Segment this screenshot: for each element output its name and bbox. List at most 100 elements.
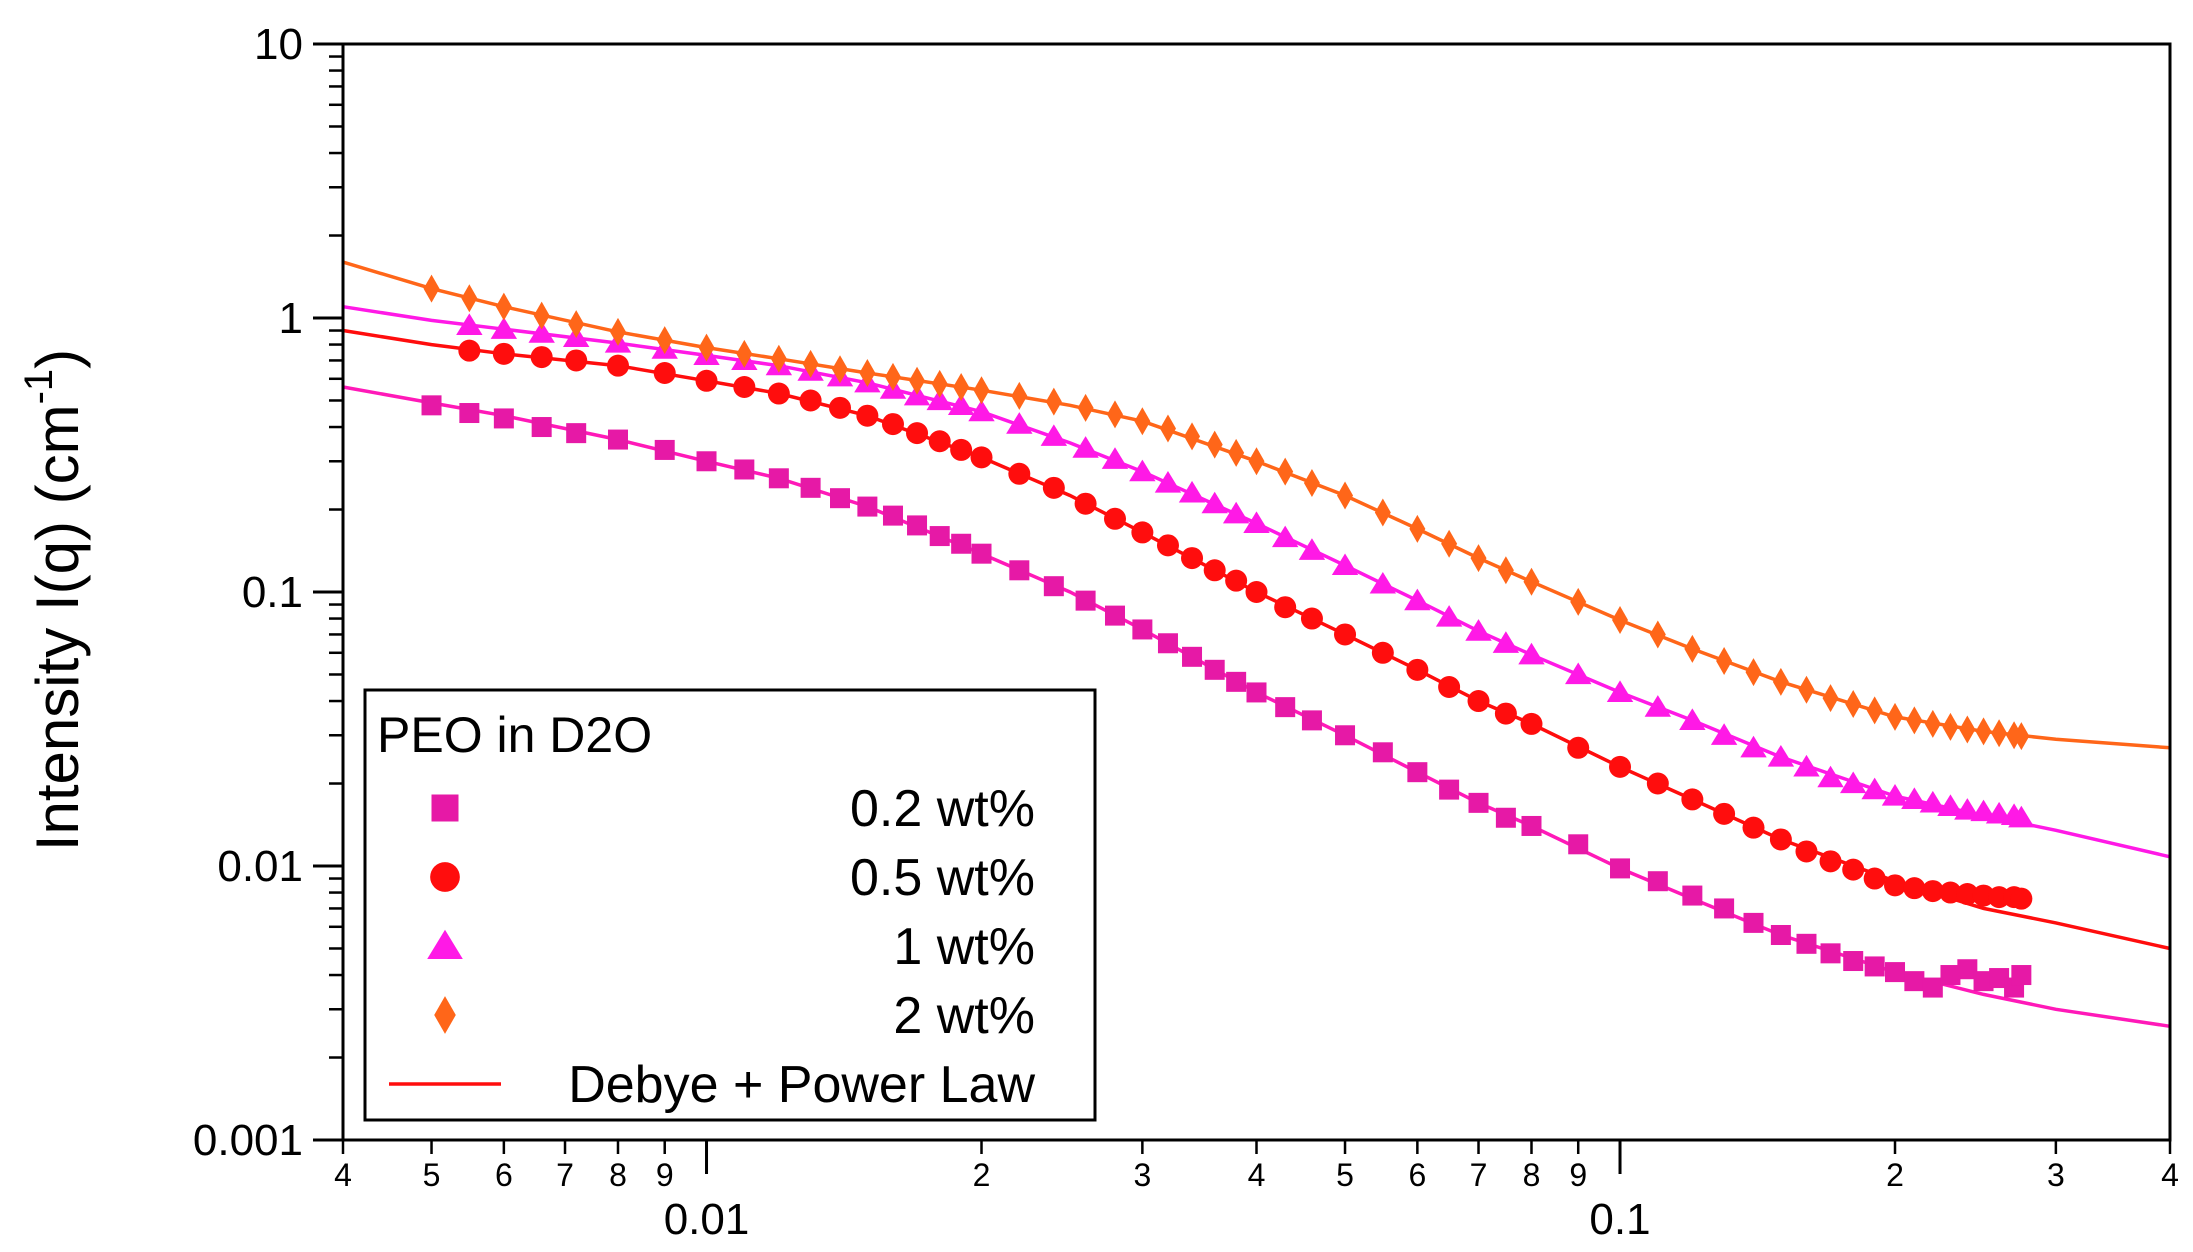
point-series-0-5 (607, 429, 628, 450)
point-series-3-40 (1684, 634, 1701, 663)
point-series-0-34 (1468, 792, 1489, 813)
y-major-tick-label-2: 0.1 (242, 568, 303, 617)
point-series-3-47 (1866, 696, 1883, 725)
point-series-0-1 (459, 403, 480, 424)
point-series-3-48 (1887, 702, 1904, 731)
x-minor-tick-label-5: 9 (656, 1157, 674, 1193)
point-series-2-0 (456, 313, 483, 335)
x-minor-tick-label-13: 9 (1569, 1157, 1587, 1193)
point-series-3-18 (1011, 381, 1028, 410)
point-series-3-0 (423, 274, 440, 303)
point-series-0-2 (493, 408, 514, 429)
point-series-2-46 (1861, 777, 1888, 800)
point-series-0-16 (951, 533, 972, 554)
point-series-2-21 (1129, 459, 1156, 482)
point-series-0-20 (1075, 590, 1096, 611)
point-series-1-6 (695, 369, 718, 392)
point-series-3-43 (1772, 667, 1789, 696)
point-series-0-35 (1495, 807, 1516, 828)
point-series-0-23 (1157, 633, 1178, 654)
point-series-2-50 (1937, 794, 1964, 817)
point-series-2-33 (1465, 619, 1492, 641)
point-series-1-38 (1646, 772, 1669, 795)
point-series-3-42 (1745, 658, 1762, 687)
point-series-2-39 (1679, 708, 1706, 730)
point-series-0-6 (654, 439, 675, 460)
point-series-0-11 (830, 488, 851, 509)
point-series-2-25 (1222, 501, 1250, 524)
point-series-2-20 (1101, 447, 1129, 469)
point-series-3-46 (1845, 690, 1862, 719)
point-series-2-51 (1954, 798, 1981, 820)
point-series-0-17 (971, 543, 992, 564)
x-minor-tick-label-10: 6 (1408, 1157, 1426, 1193)
point-series-1-3 (565, 349, 588, 372)
point-series-1-36 (1567, 736, 1590, 759)
point-series-3-45 (1822, 684, 1839, 713)
point-series-3-36 (1523, 567, 1540, 596)
point-series-3-4 (568, 310, 585, 339)
point-series-3-7 (698, 333, 715, 362)
legend-marker-0 (431, 794, 459, 822)
point-series-1-26 (1245, 581, 1268, 603)
point-series-0-14 (907, 515, 928, 536)
point-series-1-43 (1795, 840, 1818, 863)
point-series-0-31 (1372, 742, 1393, 763)
point-series-3-51 (1942, 712, 1959, 741)
point-series-2-45 (1840, 771, 1867, 794)
point-series-1-50 (1939, 881, 1962, 904)
y-axis-ticks: 0.001 0.01 0.1 1 10 (193, 20, 343, 1165)
point-series-0-19 (1043, 576, 1064, 597)
point-series-0-4 (566, 423, 587, 444)
point-series-0-41 (1714, 898, 1735, 919)
point-series-0-22 (1132, 619, 1153, 640)
point-series-1-12 (881, 413, 904, 436)
point-series-3-1 (461, 284, 478, 313)
point-series-0-46 (1843, 951, 1864, 972)
point-series-3-6 (656, 326, 673, 355)
point-series-3-32 (1409, 514, 1426, 543)
point-series-2-40 (1710, 723, 1738, 745)
point-series-0-9 (768, 468, 789, 489)
x-axis-ticks: 4 5 6 7 8 9 2 3 4 5 6 7 8 9 2 3 40.01 0.1 (334, 1140, 2179, 1244)
point-series-3-22 (1134, 407, 1151, 436)
data-markers (421, 274, 2035, 998)
point-series-0-3 (531, 417, 552, 438)
point-series-0-28 (1275, 697, 1296, 718)
point-series-3-28 (1277, 457, 1294, 486)
point-series-1-27 (1274, 596, 1297, 619)
point-series-2-31 (1404, 588, 1431, 611)
point-series-2-49 (1919, 790, 1947, 813)
point-series-1-10 (829, 396, 852, 419)
point-series-0-26 (1226, 671, 1247, 692)
point-series-1-45 (1842, 858, 1865, 881)
point-series-1-51 (1956, 883, 1979, 906)
point-series-3-8 (736, 339, 753, 368)
point-series-3-15 (931, 369, 948, 398)
point-series-1-35 (1520, 712, 1543, 735)
point-series-2-24 (1201, 491, 1228, 514)
point-series-0-42 (1743, 912, 1764, 933)
point-series-2-52 (1970, 799, 1997, 822)
point-series-2-41 (1740, 735, 1767, 758)
point-series-1-8 (767, 382, 790, 405)
point-series-1-7 (733, 375, 756, 398)
point-series-3-56 (2013, 722, 2030, 751)
point-series-3-9 (770, 344, 787, 373)
point-series-1-2 (530, 346, 553, 369)
point-series-1-18 (1042, 476, 1065, 499)
x-minor-tick-label-15: 3 (2047, 1157, 2065, 1193)
point-series-2-30 (1369, 571, 1397, 594)
point-series-0-45 (1820, 943, 1841, 964)
point-series-3-20 (1077, 393, 1094, 422)
point-series-3-24 (1184, 422, 1201, 451)
point-series-2-48 (1901, 787, 1928, 810)
point-series-3-12 (859, 358, 876, 387)
legend-label-1: 0.5 wt% (850, 849, 1035, 907)
point-series-2-26 (1243, 511, 1270, 533)
x-minor-tick-label-0: 4 (334, 1157, 352, 1193)
y-major-tick-label-0: 0.001 (193, 1116, 303, 1165)
y-major-tick-label-1: 0.01 (217, 842, 303, 891)
y-axis-label: Intensity I(q) (cm-1) (17, 349, 91, 851)
point-series-0-24 (1182, 646, 1203, 667)
